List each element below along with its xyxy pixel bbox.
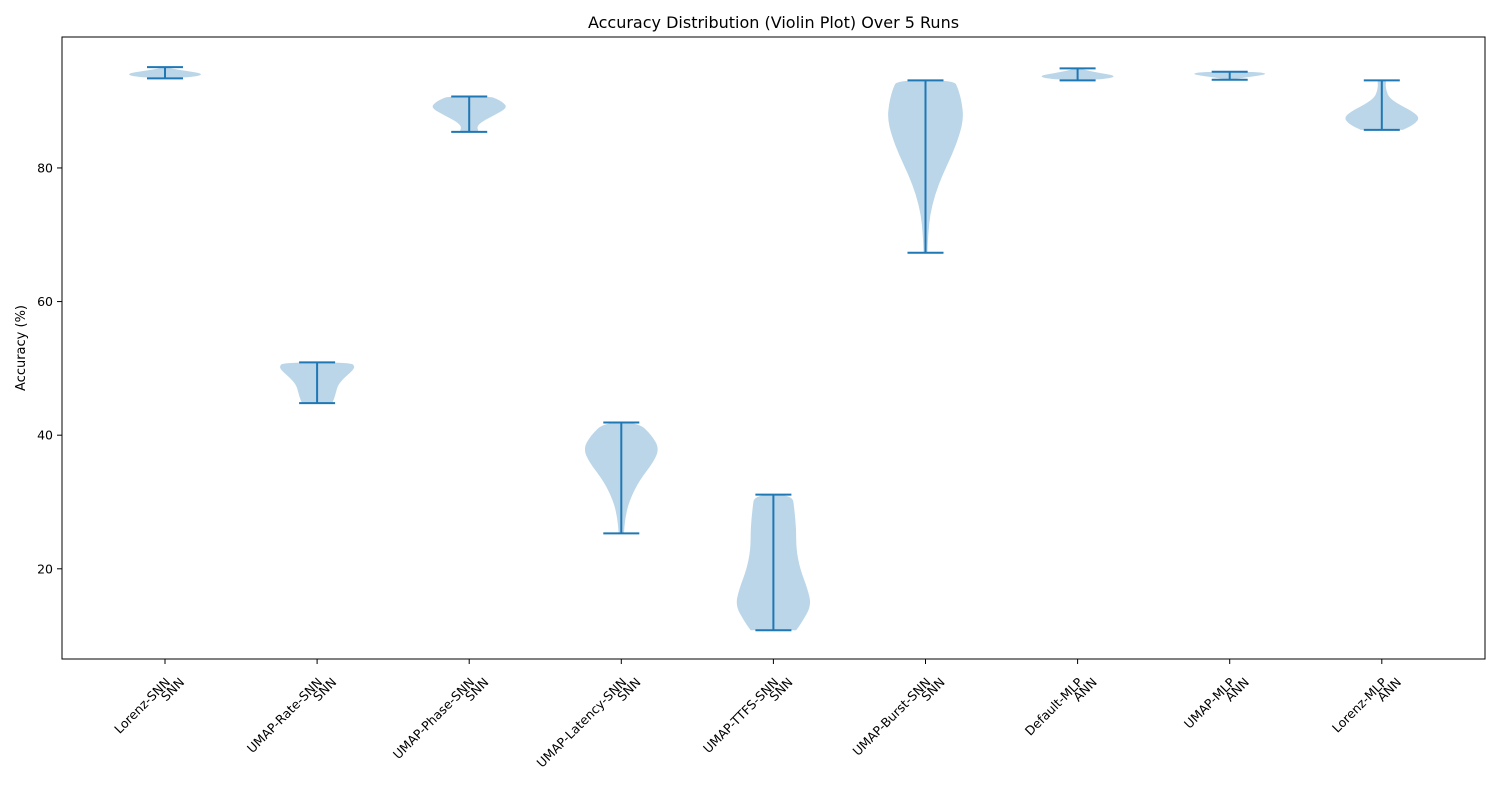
violin: [888, 79, 963, 254]
x-tick-label-name: UMAP-Burst-SNN: [849, 675, 933, 759]
violin: [129, 66, 201, 80]
y-axis-label: Accuracy (%): [14, 305, 29, 391]
y-tick-label: 80: [37, 160, 53, 175]
violin: [1194, 70, 1266, 81]
chart-title: Accuracy Distribution (Violin Plot) Over…: [588, 13, 959, 32]
x-tick-label-name: UMAP-Rate-SNN: [244, 675, 325, 756]
violins-layer: [129, 66, 1419, 632]
violin: [584, 421, 658, 535]
x-tick-label-name: Lorenz-SNN: [111, 675, 173, 737]
y-tick-label: 60: [37, 294, 53, 309]
x-tick-label-name: UMAP-Latency-SNN: [534, 675, 630, 771]
x-tick-label-name: UMAP-Phase-SNN: [390, 675, 477, 762]
x-tick-label-name: UMAP-MLP: [1181, 674, 1238, 731]
y-axis-ticks: 20 40 60 80: [37, 160, 62, 576]
x-tick-label-name: Default-MLP: [1022, 674, 1086, 738]
y-tick-label: 20: [37, 561, 53, 576]
violin: [280, 361, 355, 405]
x-tick-label-name: Lorenz-MLP: [1329, 674, 1390, 735]
violin: [1041, 67, 1114, 82]
y-tick-label: 40: [37, 428, 53, 443]
x-tick-label-name: UMAP-TTFS-SNN: [700, 675, 781, 756]
violin: [1345, 79, 1419, 131]
violin: [432, 95, 506, 133]
violin: [736, 493, 811, 632]
